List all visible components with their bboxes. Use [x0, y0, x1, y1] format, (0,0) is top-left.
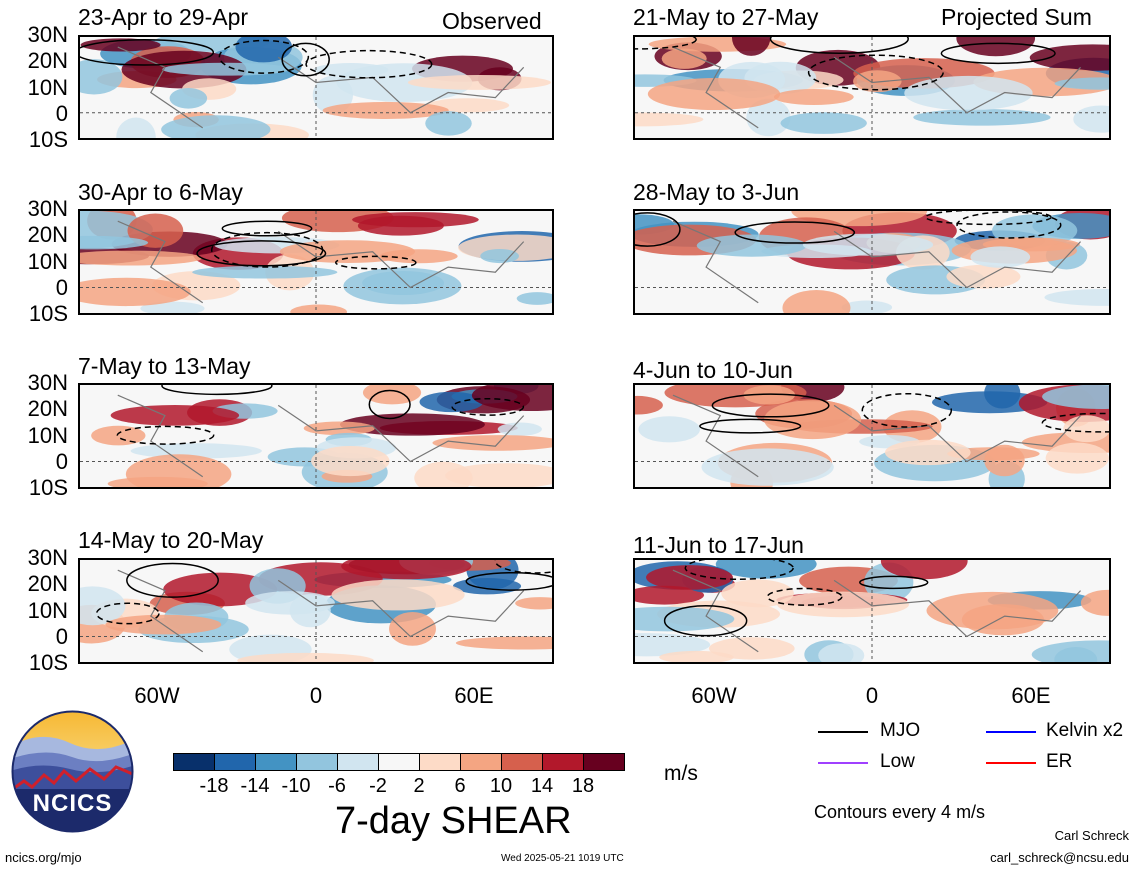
- colorbar-tick-label: -2: [369, 775, 387, 797]
- colorbar-tick-label: 6: [454, 775, 466, 797]
- panel-title: 11-Jun to 17-Jun: [633, 532, 804, 558]
- shear-map-panel: [78, 209, 554, 315]
- panel-title: 23-Apr to 29-Apr: [78, 4, 249, 30]
- colorbar-title: 7-day SHEAR: [335, 800, 572, 842]
- lat-label: 10N: [27, 422, 68, 448]
- lat-label: 20N: [27, 222, 68, 248]
- panel-title: 28-May to 3-Jun: [633, 179, 800, 205]
- shear-map-panel: [633, 383, 1111, 489]
- shear-map-panel: [78, 558, 554, 664]
- colorbar-swatch: [255, 753, 297, 771]
- colorbar-swatch: [173, 753, 215, 771]
- colorbar-swatch: [583, 753, 625, 771]
- legend-label-kelvin: Kelvin x2: [1046, 720, 1124, 741]
- legend-swatch-mjo: [818, 731, 868, 733]
- lat-label: 10S: [28, 301, 68, 326]
- footer-author: Carl Schreck: [1054, 828, 1129, 843]
- footer-url[interactable]: ncics.org/mjo: [5, 850, 82, 865]
- ncics-logo: NCICS: [10, 709, 135, 834]
- lat-label: 0: [55, 623, 68, 649]
- legend-swatch-er: [986, 762, 1036, 764]
- lat-label: 30N: [27, 22, 68, 47]
- colorbar-tick-label: 2: [413, 775, 425, 797]
- lon-label: 60E: [1011, 683, 1051, 708]
- colorbar-swatch: [378, 753, 420, 771]
- projected-sum-label: Projected Sum: [941, 4, 1092, 30]
- shear-map-panel: [78, 35, 554, 140]
- logo-text: NCICS: [32, 790, 113, 817]
- colorbar-swatch: [337, 753, 379, 771]
- legend-swatch-low: [818, 762, 868, 764]
- colorbar-swatch: [542, 753, 584, 771]
- panel-title: 4-Jun to 10-Jun: [633, 357, 793, 383]
- legend-label-low: Low: [880, 751, 915, 772]
- shear-map-panel: [633, 209, 1111, 315]
- lat-label: 10N: [27, 597, 68, 623]
- colorbar-swatch: [296, 753, 338, 771]
- lat-label: 10S: [28, 475, 68, 500]
- observed-label: Observed: [442, 8, 542, 34]
- lat-label: 0: [55, 448, 68, 474]
- colorbar-tick-label: 18: [571, 775, 595, 797]
- lat-label: 10S: [28, 127, 68, 152]
- colorbar-units: m/s: [664, 762, 698, 785]
- colorbar-swatch: [460, 753, 502, 771]
- legend-swatch-kelvin: [986, 731, 1036, 733]
- lon-label: 60W: [134, 683, 180, 708]
- colorbar-tick-label: -10: [281, 775, 311, 797]
- legend-label-er: ER: [1046, 751, 1073, 772]
- shear-map-panel: [78, 383, 554, 489]
- lon-label: 0: [865, 683, 879, 708]
- contour-note: Contours every 4 m/s: [814, 802, 986, 822]
- legend-label-mjo: MJO: [880, 720, 921, 741]
- lat-label: 20N: [27, 48, 68, 74]
- lat-label: 10S: [28, 650, 68, 675]
- lat-label: 30N: [27, 370, 68, 395]
- panel-title: 7-May to 13-May: [78, 353, 251, 379]
- lat-label: 30N: [27, 545, 68, 570]
- colorbar-tick-label: -6: [328, 775, 346, 797]
- lon-label: 60W: [691, 683, 737, 708]
- shear-map-panel: [633, 35, 1111, 140]
- footer-email[interactable]: carl_schreck@ncsu.edu: [990, 850, 1129, 865]
- colorbar-swatch: [419, 753, 461, 771]
- colorbar-tick-label: -14: [240, 775, 270, 797]
- lat-label: 0: [55, 274, 68, 300]
- footer-timestamp: Wed 2025-05-21 1019 UTC: [501, 853, 624, 864]
- colorbar-swatch: [501, 753, 543, 771]
- colorbar-swatch: [214, 753, 256, 771]
- colorbar-tick-label: 10: [489, 775, 513, 797]
- panel-title: 30-Apr to 6-May: [78, 179, 243, 205]
- lat-label: 20N: [27, 396, 68, 422]
- colorbar-tick-label: 14: [530, 775, 554, 797]
- lat-label: 0: [55, 100, 68, 126]
- lon-label: 0: [309, 683, 323, 708]
- lon-label: 60E: [454, 683, 494, 708]
- lat-label: 10N: [27, 74, 68, 100]
- panel-title: 14-May to 20-May: [78, 527, 264, 553]
- lat-label: 20N: [27, 571, 68, 597]
- shear-map-panel: [633, 558, 1111, 664]
- lat-label: 10N: [27, 248, 68, 274]
- colorbar-tick-label: -18: [199, 775, 229, 797]
- lat-label: 30N: [27, 196, 68, 221]
- panel-title: 21-May to 27-May: [633, 4, 819, 30]
